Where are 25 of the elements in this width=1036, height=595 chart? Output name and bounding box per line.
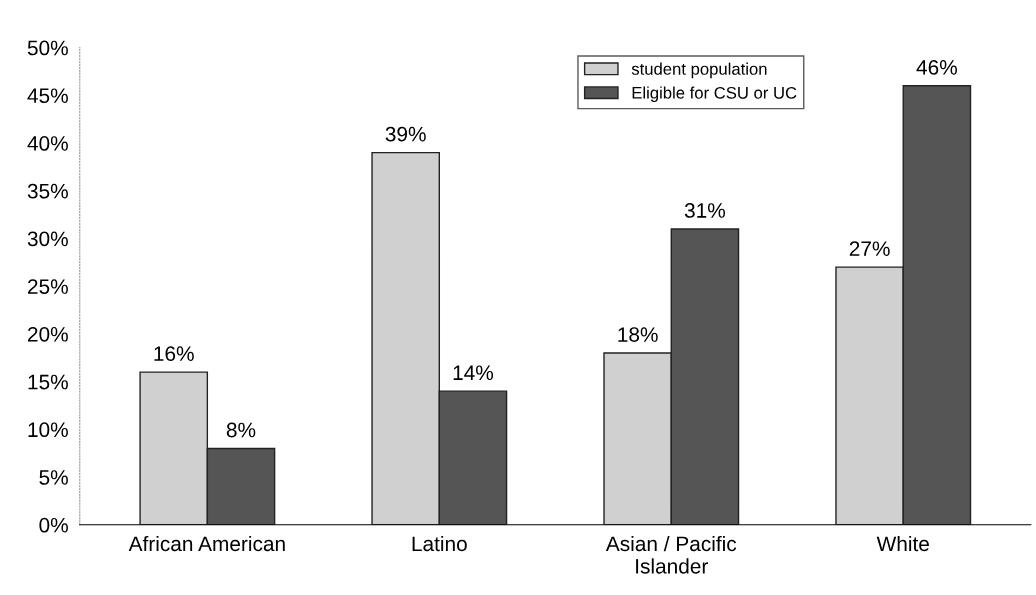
data-label: 46% <box>916 59 957 75</box>
y-tick-label: 15% <box>28 374 68 390</box>
x-tick-label: African American <box>128 535 285 552</box>
data-label: 8% <box>226 422 256 438</box>
data-label: 39% <box>385 126 426 142</box>
y-tick-label: 25% <box>28 279 68 294</box>
y-tick-label: 30% <box>27 231 68 247</box>
x-tick-label: Latino <box>412 535 467 552</box>
y-tick-label: 10% <box>28 422 68 438</box>
data-label: 16% <box>154 346 194 362</box>
data-label: 27% <box>849 241 890 256</box>
data-label: 31% <box>684 203 726 218</box>
y-tick-label: 40% <box>27 136 68 151</box>
y-tick-label: 45% <box>27 88 68 104</box>
legend-label: Eligible for CSU or UC <box>632 86 797 103</box>
y-tick-label: 50% <box>27 40 68 56</box>
y-tick-label: 20% <box>28 326 68 342</box>
y-tick-label: 0% <box>39 517 68 533</box>
data-label: 18% <box>618 327 658 342</box>
legend-label: student population <box>631 62 767 79</box>
x-tick-label: Asian / Pacific Islander <box>605 535 737 574</box>
data-label: 14% <box>453 365 494 381</box>
y-tick-label: 35% <box>27 183 68 199</box>
x-tick-label: White <box>876 535 929 552</box>
y-tick-label: 5% <box>39 470 68 485</box>
